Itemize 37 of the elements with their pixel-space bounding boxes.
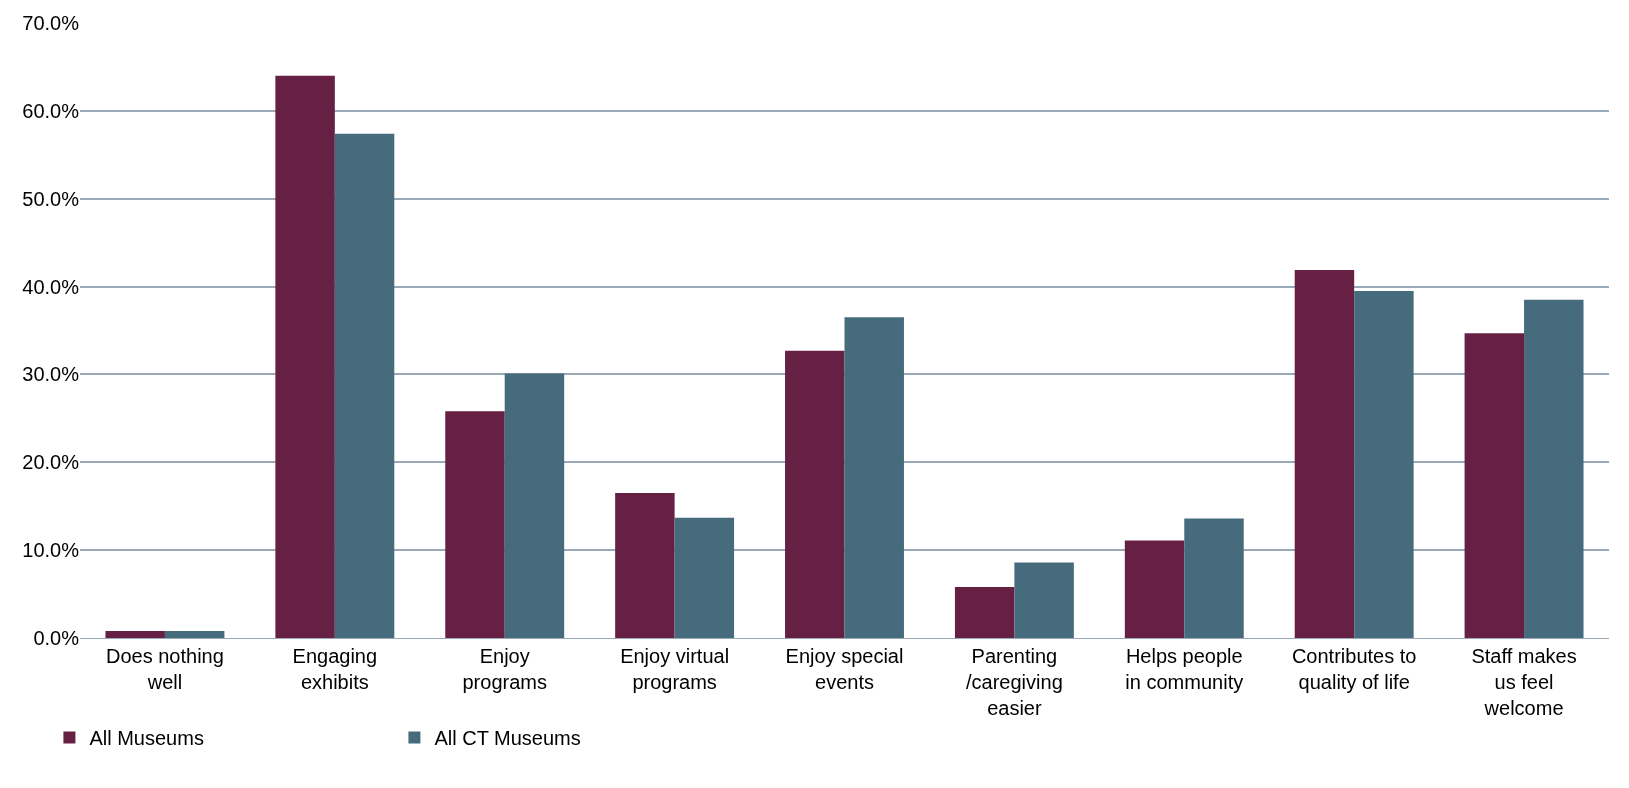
x-tick-label: Enjoy special events (785, 645, 904, 693)
bar (1294, 269, 1355, 638)
bar (674, 517, 735, 638)
bar (445, 411, 505, 638)
x-tick-label: Engaging exhibits (292, 645, 378, 693)
legend-label: All Museums (89, 727, 204, 750)
legend-label: All CT Museums (434, 727, 581, 750)
y-tick-label: 0.0% (33, 627, 80, 649)
bar (504, 373, 565, 638)
bar (1014, 562, 1074, 638)
y-tick-label: 10.0% (22, 539, 80, 562)
x-tick-label: Contributes to quality of life (1291, 645, 1417, 693)
bar (334, 133, 395, 638)
y-tick-label: 40.0% (22, 275, 80, 298)
bar (1464, 333, 1525, 638)
bar (1184, 518, 1244, 638)
y-tick-label: 50.0% (22, 187, 80, 210)
y-tick-label: 60.0% (22, 99, 80, 122)
bar (844, 317, 904, 638)
bar (615, 493, 675, 638)
bar (105, 630, 165, 638)
bar (1124, 540, 1185, 638)
y-tick-label: 30.0% (22, 363, 80, 386)
x-tick-label: Helps people in community (1125, 645, 1244, 693)
bar (1354, 290, 1414, 638)
x-tick-label: Parenting /caregiving easier (966, 645, 1063, 719)
x-tick-label: Does nothing well (106, 645, 224, 693)
bar (275, 75, 335, 638)
bar (785, 350, 845, 638)
x-tick-label: Enjoy virtual programs (620, 645, 730, 693)
bar (164, 630, 225, 638)
bar (1524, 299, 1584, 638)
x-tick-label: Staff makes us feel welcome (1471, 645, 1577, 719)
bar (954, 587, 1015, 638)
y-tick-label: 20.0% (22, 451, 80, 474)
x-tick-label: Enjoy programs (462, 645, 547, 693)
y-tick-label: 70.0% (22, 12, 80, 34)
